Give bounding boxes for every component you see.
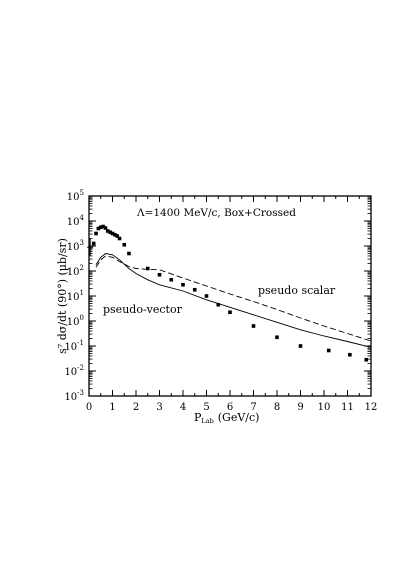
data-point xyxy=(157,272,162,277)
axis-ticks xyxy=(88,195,372,397)
data-point xyxy=(106,229,110,233)
data-point xyxy=(364,357,369,362)
x-tick-label: 11 xyxy=(341,402,354,413)
data-point xyxy=(103,226,108,230)
data-point xyxy=(348,352,352,357)
x-tick-label: 8 xyxy=(274,402,280,413)
data-point xyxy=(181,282,185,287)
data-point xyxy=(216,302,221,307)
chart-annotation: Λ=1400 MeV/c, Box+Crossed xyxy=(136,207,296,219)
data-point xyxy=(91,241,96,246)
y-tick-labels: 10-3 10-2 10-1 100 101 102 103 104 105 xyxy=(64,189,84,403)
pseudo-vector-curve xyxy=(95,253,372,348)
x-tick-labels: 0 1 2 3 4 5 6 7 8 9 10 11 12 xyxy=(86,402,378,413)
y-tick-label: 104 xyxy=(67,214,85,228)
data-point xyxy=(113,232,117,237)
x-tick-label: 3 xyxy=(156,402,162,413)
x-tick-label: 2 xyxy=(133,402,139,413)
series-label-pseudo-scalar: pseudo scalar xyxy=(258,284,336,297)
x-axis-label-main: P xyxy=(194,411,202,424)
y-tick-label: 103 xyxy=(67,239,84,253)
data-point xyxy=(122,242,127,247)
data-point xyxy=(251,324,256,328)
y-tick-label: 10-3 xyxy=(64,389,84,403)
y-tick-label: 105 xyxy=(67,189,84,203)
data-point xyxy=(298,344,303,348)
x-axis-label: PLab (GeV/c) xyxy=(194,411,259,425)
data-point xyxy=(108,230,112,235)
x-tick-label: 12 xyxy=(365,402,378,413)
data-point xyxy=(326,348,331,353)
x-tick-label: 1 xyxy=(109,402,115,413)
data-point xyxy=(204,294,209,298)
data-point xyxy=(101,224,105,229)
x-axis-label-unit: (GeV/c) xyxy=(218,411,260,424)
x-axis-label-subscript: Lab xyxy=(201,417,213,425)
y-axis-label: s⁷ dσ/dt (90°) (μb/sr) xyxy=(56,238,69,354)
y-tick-label: 100 xyxy=(67,314,84,328)
y-tick-label: 10-1 xyxy=(64,339,84,353)
data-points xyxy=(87,224,369,362)
x-tick-label: 10 xyxy=(318,402,331,413)
y-tick-label: 10-2 xyxy=(64,364,84,378)
data-point xyxy=(117,236,122,241)
data-point xyxy=(127,251,131,256)
x-tick-label: 6 xyxy=(227,402,233,413)
data-point xyxy=(98,225,103,230)
series-label-pseudo-vector: pseudo-vector xyxy=(103,303,183,316)
pseudo-scalar-curve xyxy=(95,255,372,342)
data-point xyxy=(145,266,150,271)
x-tick-label: 7 xyxy=(250,402,256,413)
x-tick-label: 5 xyxy=(203,402,209,413)
series-curves xyxy=(95,253,372,348)
x-tick-label: 0 xyxy=(86,402,92,413)
data-point xyxy=(169,277,174,282)
data-point xyxy=(192,287,197,292)
data-point xyxy=(96,226,101,231)
data-point xyxy=(275,335,279,340)
x-tick-label: 9 xyxy=(297,402,303,413)
data-point xyxy=(115,234,119,238)
x-tick-label: 4 xyxy=(180,402,186,413)
y-tick-label: 101 xyxy=(67,289,84,303)
data-point xyxy=(228,310,232,315)
data-point xyxy=(94,231,98,236)
data-point xyxy=(110,231,115,236)
y-tick-label: 102 xyxy=(67,264,84,278)
